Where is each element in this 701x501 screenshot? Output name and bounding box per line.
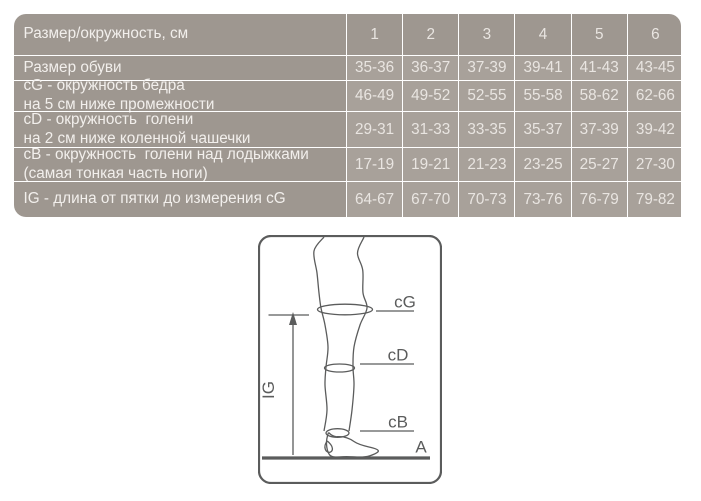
svg-text:cB: cB — [388, 413, 408, 432]
svg-text:cG: cG — [394, 293, 416, 312]
svg-text:cD: cD — [388, 346, 409, 365]
svg-text:IG: IG — [259, 381, 278, 399]
svg-text:A: A — [415, 438, 427, 457]
